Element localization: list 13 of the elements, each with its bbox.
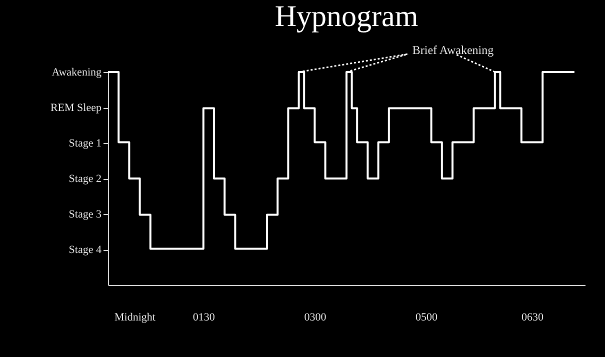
x-tick-label: 0300 [304, 312, 327, 324]
x-tick-label: Midnight [114, 312, 156, 324]
text: Brief Awakening [412, 43, 494, 57]
chart-title: Hypnogram [274, 0, 418, 33]
category-label: REM Sleep [50, 102, 102, 114]
category-label: Stage 4 [68, 244, 102, 256]
x-tick-label: 0630 [522, 312, 544, 324]
category-label: Stage 1 [68, 138, 102, 150]
category-label: Stage 3 [68, 208, 102, 220]
category-label: Awakening [52, 66, 102, 78]
x-tick-label: 0500 [416, 312, 438, 324]
x-tick-label: 0130 [192, 312, 216, 324]
category-label: Stage 2 [68, 173, 102, 185]
